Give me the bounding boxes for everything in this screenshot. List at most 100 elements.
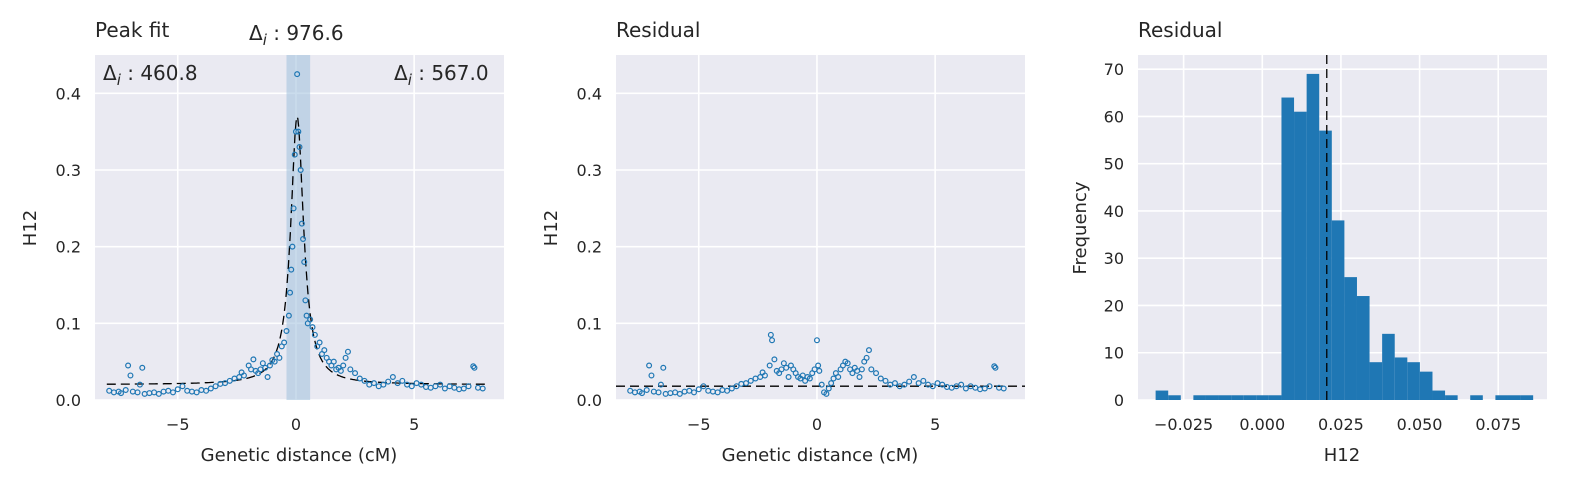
data-point bbox=[285, 312, 292, 319]
data-point bbox=[122, 387, 129, 394]
data-point bbox=[992, 364, 999, 371]
histogram-bar bbox=[1193, 395, 1206, 400]
x-tick-label: −5 bbox=[687, 415, 711, 434]
histogram-bar bbox=[1331, 220, 1345, 400]
data-point bbox=[676, 390, 683, 397]
data-point bbox=[155, 390, 162, 397]
data-point bbox=[785, 374, 792, 381]
data-point bbox=[816, 367, 823, 374]
data-point bbox=[724, 387, 731, 394]
data-point bbox=[471, 364, 478, 371]
histogram-bar bbox=[1445, 395, 1458, 400]
x-tick-label: −0.025 bbox=[1154, 415, 1213, 434]
data-point bbox=[761, 372, 768, 379]
data-point bbox=[695, 386, 702, 393]
data-point bbox=[193, 389, 200, 396]
data-point bbox=[643, 387, 650, 394]
data-point bbox=[863, 354, 870, 361]
data-point bbox=[939, 381, 946, 388]
x-tick-label: 0 bbox=[291, 415, 301, 434]
data-point bbox=[385, 378, 392, 385]
delta-center-value: : 976.6 bbox=[267, 21, 344, 45]
data-point bbox=[901, 381, 908, 388]
data-point bbox=[134, 389, 141, 396]
data-point bbox=[460, 385, 467, 392]
histogram-bar bbox=[1407, 362, 1420, 400]
residual-scatter-plot-area bbox=[616, 55, 1025, 400]
y-tick-label: 30 bbox=[1104, 249, 1124, 268]
data-point bbox=[340, 362, 347, 369]
delta-right-annotation: Δi : 567.0 bbox=[394, 61, 489, 89]
y-tick-label: 0.0 bbox=[56, 391, 81, 410]
data-point bbox=[301, 259, 308, 266]
y-tick-label: 0.2 bbox=[56, 238, 81, 257]
histogram-bar bbox=[1344, 277, 1357, 400]
data-point bbox=[700, 383, 707, 390]
residual-scatter-xlabel: Genetic distance (cM) bbox=[722, 445, 919, 466]
residual-scatter-points bbox=[627, 331, 1007, 397]
data-point bbox=[849, 370, 856, 377]
data-point bbox=[118, 390, 125, 397]
histogram-bar bbox=[1218, 395, 1232, 400]
residual-scatter-panel: 0.0 0.1 0.2 0.3 0.4 −5 0 5 Residual Genetic di… bbox=[541, 18, 1025, 466]
data-point bbox=[910, 374, 917, 381]
data-point bbox=[986, 383, 993, 390]
data-point bbox=[174, 386, 181, 393]
data-point bbox=[337, 367, 344, 374]
data-point bbox=[212, 383, 219, 390]
delta-symbol: Δ bbox=[394, 61, 408, 85]
data-point bbox=[297, 167, 304, 174]
data-point bbox=[877, 375, 884, 382]
data-point bbox=[289, 243, 296, 250]
histogram-bar bbox=[1256, 395, 1269, 400]
data-point bbox=[767, 331, 774, 338]
data-point bbox=[437, 381, 444, 388]
residual-scatter-grid bbox=[616, 55, 1025, 401]
histogram-bar bbox=[1520, 395, 1534, 400]
y-tick-label: 40 bbox=[1104, 202, 1124, 221]
x-tick-label: 5 bbox=[409, 415, 419, 434]
data-point bbox=[1000, 385, 1007, 392]
data-point bbox=[856, 374, 863, 381]
data-point bbox=[290, 205, 297, 212]
delta-index: i bbox=[263, 31, 268, 49]
data-point bbox=[714, 389, 721, 396]
data-point bbox=[657, 381, 664, 388]
data-point bbox=[882, 377, 889, 384]
y-tick-label: 10 bbox=[1104, 344, 1124, 363]
y-tick-label: 60 bbox=[1104, 107, 1124, 126]
data-point bbox=[300, 236, 307, 243]
data-point bbox=[262, 364, 269, 371]
data-point bbox=[295, 128, 302, 135]
data-point bbox=[769, 337, 776, 344]
data-point bbox=[771, 356, 778, 363]
data-point bbox=[302, 297, 309, 304]
residual-scatter-ylabel: H12 bbox=[541, 210, 562, 246]
y-tick-label: 0.3 bbox=[56, 161, 81, 180]
delta-left-value: : 460.8 bbox=[121, 61, 198, 85]
residual-scatter-title: Residual bbox=[616, 18, 700, 42]
data-point bbox=[170, 389, 177, 396]
data-point bbox=[311, 331, 318, 338]
data-point bbox=[728, 385, 735, 392]
data-point bbox=[342, 354, 349, 361]
data-point bbox=[865, 347, 872, 354]
data-point bbox=[139, 364, 146, 371]
histogram-bar bbox=[1231, 395, 1244, 400]
data-point bbox=[655, 389, 662, 396]
peak-fit-x-ticks: −5 0 5 bbox=[166, 415, 419, 434]
data-point bbox=[465, 383, 472, 390]
x-tick-label: −5 bbox=[166, 415, 190, 434]
y-tick-label: 0.4 bbox=[577, 84, 602, 103]
delta-symbol: Δ bbox=[103, 61, 117, 85]
data-point bbox=[906, 378, 913, 385]
residual-scatter-y-ticks: 0.0 0.1 0.2 0.3 0.4 bbox=[577, 84, 602, 410]
peak-fit-panel: 0.0 0.1 0.2 0.3 0.4 −5 0 5 Peak fit Genetic di… bbox=[20, 18, 504, 466]
histogram-bar bbox=[1394, 357, 1408, 400]
data-point bbox=[125, 362, 132, 369]
data-point bbox=[394, 380, 401, 387]
y-tick-label: 20 bbox=[1104, 296, 1124, 315]
x-tick-label: 0.000 bbox=[1239, 415, 1285, 434]
histogram-bar bbox=[1155, 390, 1169, 400]
data-point bbox=[780, 360, 787, 367]
